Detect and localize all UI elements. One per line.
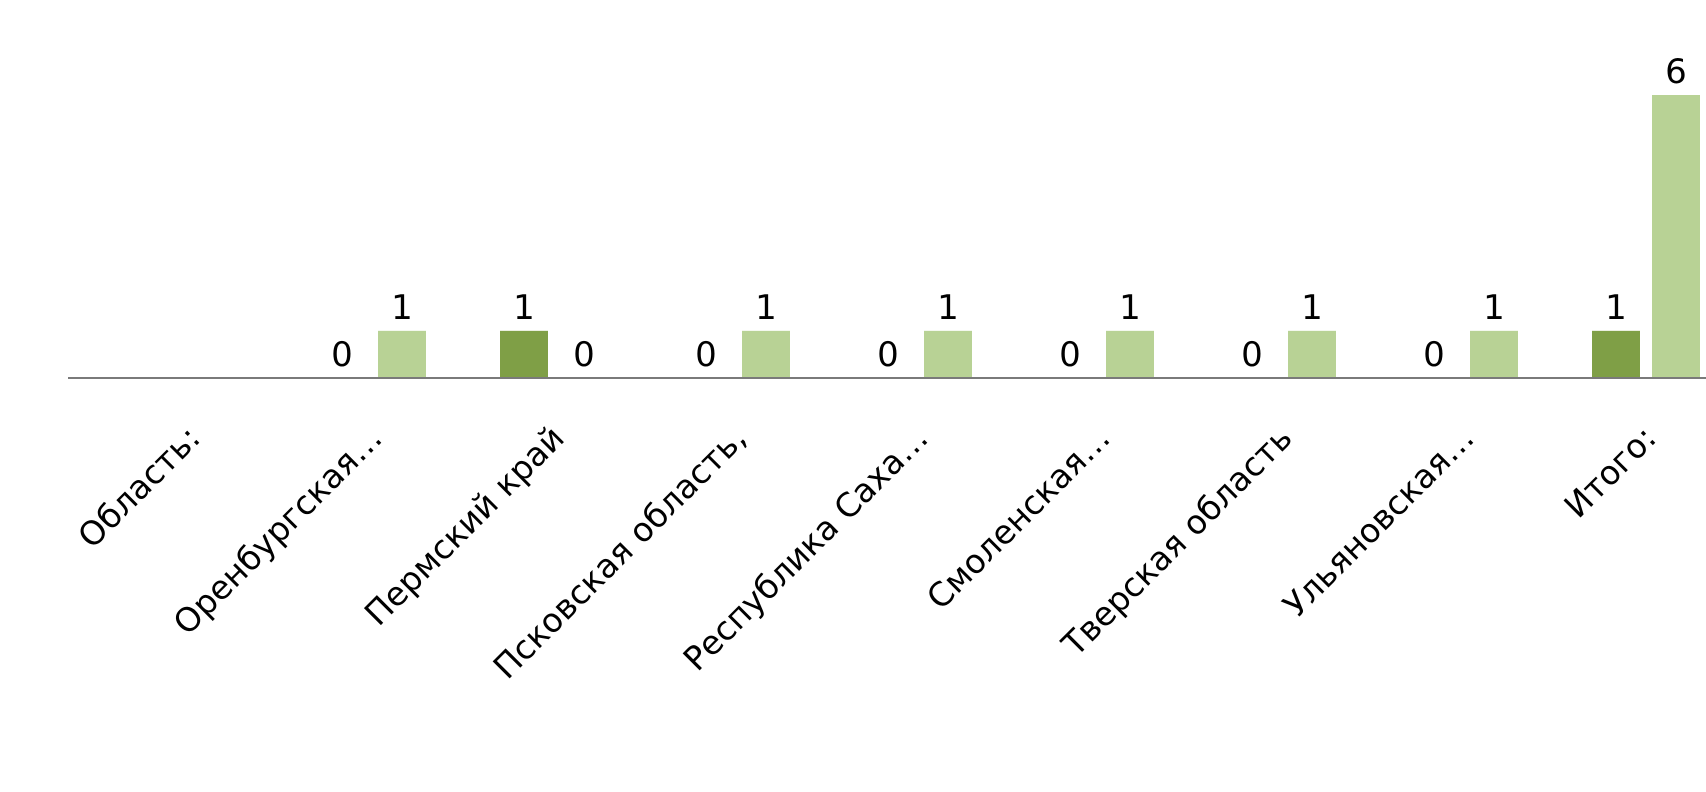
- x-tick-label-2: Пермский край: [357, 418, 572, 633]
- bar-series2-1: [378, 330, 426, 378]
- data-label-series2-2: 0: [573, 335, 595, 375]
- data-label-series2-4: 1: [937, 288, 959, 328]
- x-tick-label-8: Итого:: [1556, 418, 1663, 525]
- bar-series2-8: [1652, 95, 1700, 378]
- data-label-series1-1: 0: [331, 335, 353, 375]
- bars-layer: [378, 95, 1700, 378]
- bar-series2-5: [1106, 330, 1154, 378]
- bar-series2-4: [924, 330, 972, 378]
- bar-series2-7: [1470, 330, 1518, 378]
- bar-series2-3: [742, 330, 790, 378]
- x-tick-label-7: Ульяновская…: [1275, 418, 1481, 624]
- data-label-series1-5: 0: [1059, 335, 1081, 375]
- bar-series2-6: [1288, 330, 1336, 378]
- data-label-series1-3: 0: [695, 335, 717, 375]
- data-label-series2-8: 6: [1665, 52, 1687, 92]
- data-label-series2-6: 1: [1301, 288, 1323, 328]
- x-tick-labels-layer: Область:Оренбургская…Пермский крайПсковс…: [70, 418, 1664, 686]
- data-label-series2-1: 1: [391, 288, 413, 328]
- bar-series1-8: [1592, 330, 1640, 378]
- data-label-series2-5: 1: [1119, 288, 1141, 328]
- x-tick-label-0: Область:: [70, 418, 208, 556]
- x-tick-label-5: Смоленская…: [919, 418, 1118, 617]
- data-label-series1-7: 0: [1423, 335, 1445, 375]
- bar-series1-2: [500, 330, 548, 378]
- data-label-series1-2: 1: [513, 288, 535, 328]
- data-label-series1-6: 0: [1241, 335, 1263, 375]
- data-label-series1-4: 0: [877, 335, 899, 375]
- data-label-series2-7: 1: [1483, 288, 1505, 328]
- data-label-series1-8: 1: [1605, 288, 1627, 328]
- data-label-series2-3: 1: [755, 288, 777, 328]
